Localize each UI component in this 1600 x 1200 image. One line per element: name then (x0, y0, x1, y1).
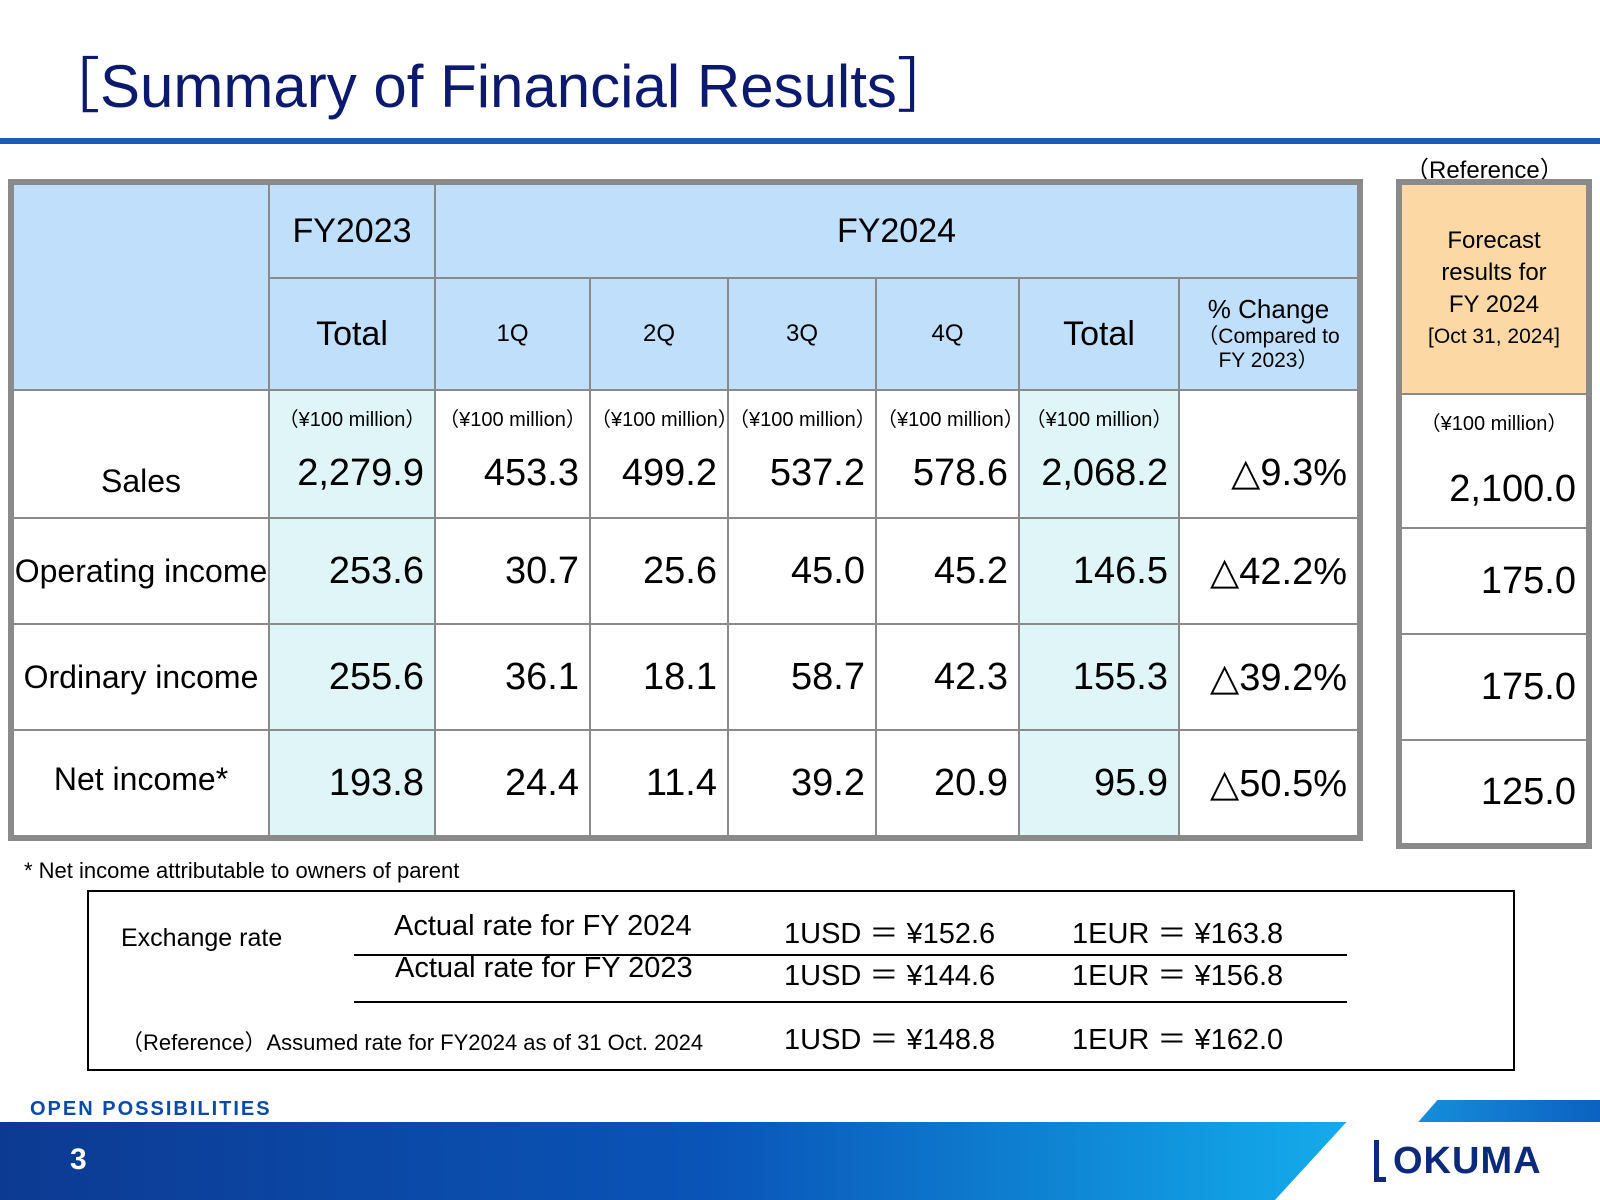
forecast-sales: （¥100 million） 2,100.0 (1400, 393, 1588, 529)
row-label-sales: Sales (12, 389, 270, 519)
header-pct-change: % Change （Compared to FY 2023） (1178, 277, 1359, 391)
fx-row1-eur: 1EUR ＝ ¥163.8 (1072, 918, 1284, 950)
fx-row3-usd: 1USD ＝ ¥148.8 (784, 1024, 996, 1056)
forecast-header: Forecast results for FY 2024 [Oct 31, 20… (1400, 183, 1588, 395)
table-row: Operating income 253.6 30.7 25.6 45.0 45… (12, 517, 1359, 625)
value: 499.2 (621, 452, 717, 494)
forecast-table: Forecast results for FY 2024 [Oct 31, 20… (1396, 179, 1592, 849)
cell-sales-q4: （¥100 million） 578.6 (875, 389, 1020, 519)
pct-change-sub2: FY 2023） (1218, 348, 1319, 372)
fx-divider (354, 954, 1347, 956)
cell-value: 155.3 (1018, 623, 1180, 731)
header-total-2023: Total (268, 277, 436, 391)
cell-sales-pct: △9.3% (1178, 389, 1359, 519)
value: 2,068.2 (1041, 452, 1168, 494)
cell-value: 30.7 (434, 517, 591, 625)
cell-value: 11.4 (589, 729, 729, 837)
forecast-line3: FY 2024 (1448, 291, 1540, 318)
header-q1: 1Q (434, 277, 591, 391)
unit-label: （¥100 million） (591, 409, 728, 431)
cell-value: 193.8 (268, 729, 436, 837)
exchange-rate-label: Exchange rate (121, 924, 283, 952)
fx-row2-desc: Actual rate for FY 2023 (395, 952, 693, 984)
value: 2,279.9 (297, 452, 424, 494)
cell-value: 42.3 (875, 623, 1020, 731)
pct-change-sub1: （Compared to (1197, 324, 1340, 348)
header-q3: 3Q (727, 277, 877, 391)
row-label-operating-income: Operating income (12, 517, 270, 625)
fx-row2-usd: 1USD ＝ ¥144.6 (784, 960, 996, 992)
cell-pct: △42.2% (1178, 517, 1359, 625)
cell-value: 20.9 (875, 729, 1020, 837)
page-title: ［Summary of Financial Results］ (40, 53, 957, 120)
fx-row3-desc: （Reference）Assumed rate for FY2024 as of… (121, 1030, 704, 1055)
unit-label: （¥100 million） (729, 409, 876, 431)
financial-results-table: FY2023 FY2024 Total 1Q 2Q 3Q 4Q Total % … (8, 179, 1363, 841)
title-underline (0, 138, 1600, 144)
cell-value: 24.4 (434, 729, 591, 837)
table-row: Ordinary income 255.6 36.1 18.1 58.7 42.… (12, 623, 1359, 731)
cell-value: 253.6 (268, 517, 436, 625)
cell-sales-q1: （¥100 million） 453.3 (434, 389, 591, 519)
value: 578.6 (912, 452, 1008, 494)
forecast-line2: results for (1441, 259, 1547, 286)
cell-value: 36.1 (434, 623, 591, 731)
cell-sales-fy2023: （¥100 million） 2,279.9 (268, 389, 436, 519)
cell-sales-total: （¥100 million） 2,068.2 (1018, 389, 1180, 519)
forecast-line4: [Oct 31, 2024] (1428, 325, 1560, 348)
cell-value: 39.2 (727, 729, 877, 837)
header-fy2024: FY2024 (434, 183, 1359, 279)
fx-divider (354, 1001, 1347, 1003)
tagline: OPEN POSSIBILITIES (30, 1098, 272, 1120)
company-logo: OKUMA (1393, 1140, 1542, 1182)
fx-row2-eur: 1EUR ＝ ¥156.8 (1072, 960, 1284, 992)
cell-pct: △50.5% (1178, 729, 1359, 837)
cell-sales-q3: （¥100 million） 537.2 (727, 389, 877, 519)
unit-label: （¥100 million） (1025, 409, 1173, 431)
value: △9.3% (1231, 452, 1347, 494)
pct-change-title: % Change (1207, 293, 1330, 324)
value: 453.3 (483, 452, 579, 494)
cell-value: 95.9 (1018, 729, 1180, 837)
cell-value: 146.5 (1018, 517, 1180, 625)
cell-value: 255.6 (268, 623, 436, 731)
unit-label: （¥100 million） (439, 409, 586, 431)
fx-row3-eur: 1EUR ＝ ¥162.0 (1072, 1024, 1284, 1056)
value: 537.2 (769, 452, 865, 494)
forecast-ordinary: 175.0 (1400, 633, 1588, 741)
footnote: * Net income attributable to owners of p… (24, 858, 460, 883)
fx-row1-usd: 1USD ＝ ¥152.6 (784, 918, 996, 950)
unit-label: （¥100 million） (1420, 413, 1568, 435)
cell-value: 25.6 (589, 517, 729, 625)
reference-label: （Reference） (1405, 157, 1564, 184)
page-number: 3 (70, 1143, 87, 1176)
cell-value: 18.1 (589, 623, 729, 731)
row-label-net-income: Net income* (12, 729, 270, 837)
row-label-ordinary-income: Ordinary income (12, 623, 270, 731)
cell-value: 45.2 (875, 517, 1020, 625)
cell-value: 45.0 (727, 517, 877, 625)
logo-mark-icon (1374, 1140, 1386, 1182)
value: 2,100.0 (1449, 468, 1576, 510)
header-corner (12, 183, 270, 391)
header-fy2023: FY2023 (268, 183, 436, 279)
header-q2: 2Q (589, 277, 729, 391)
unit-label: （¥100 million） (877, 409, 1019, 431)
unit-label: （¥100 million） (278, 409, 426, 431)
table-row: Sales （¥100 million） 2,279.9 （¥100 milli… (12, 389, 1359, 519)
header-total-2024: Total (1018, 277, 1180, 391)
table-row: Net income* 193.8 24.4 11.4 39.2 20.9 95… (12, 729, 1359, 837)
header-q4: 4Q (875, 277, 1020, 391)
fx-row1-desc: Actual rate for FY 2024 (394, 910, 692, 942)
exchange-rate-box: Exchange rate Actual rate for FY 2024 1U… (87, 890, 1515, 1071)
cell-pct: △39.2% (1178, 623, 1359, 731)
forecast-net: 125.0 (1400, 739, 1588, 845)
cell-value: 58.7 (727, 623, 877, 731)
forecast-line1: Forecast (1447, 227, 1541, 254)
cell-sales-q2: （¥100 million） 499.2 (589, 389, 729, 519)
forecast-operating: 175.0 (1400, 527, 1588, 635)
